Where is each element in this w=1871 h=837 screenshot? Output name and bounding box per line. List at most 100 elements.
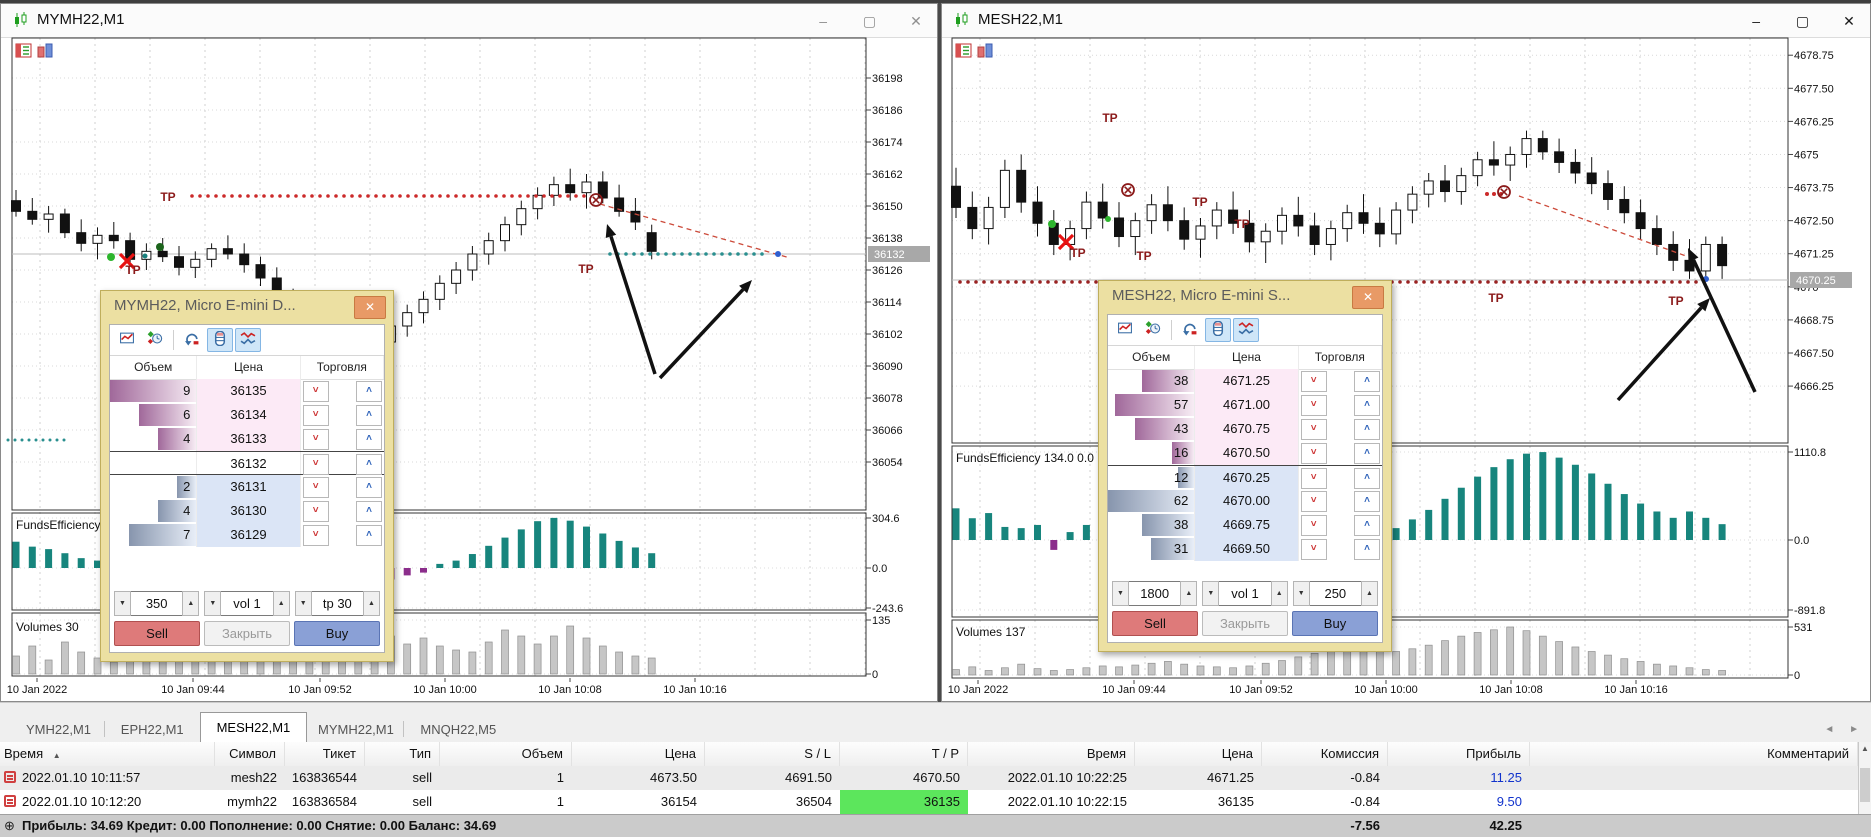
dom-price-cell[interactable]: 4671.25 <box>1195 369 1299 393</box>
buy-at-price-icon[interactable]: ˄ <box>1354 419 1380 440</box>
dom-price-cell[interactable]: 4670.25 <box>1195 466 1299 489</box>
tp-down-icon[interactable]: ▼ <box>1292 581 1310 606</box>
buy-at-price-icon[interactable]: ˄ <box>356 501 382 522</box>
tab-mesh22-m1[interactable]: MESH22,M1 <box>199 712 308 743</box>
dom-price-cell[interactable]: 36135 <box>197 379 301 403</box>
column-header[interactable]: Объем <box>440 742 572 766</box>
tp-down-icon[interactable]: ▼ <box>294 591 312 616</box>
sell-at-price-icon[interactable]: ˅ <box>1300 443 1327 464</box>
buy-at-price-icon[interactable]: ˄ <box>356 525 382 546</box>
buy-at-price-icon[interactable]: ˄ <box>356 405 382 426</box>
buy-button[interactable]: Buy <box>1292 611 1378 636</box>
column-header[interactable]: Цена <box>1135 742 1262 766</box>
close-button[interactable]: ✕ <box>1843 13 1855 29</box>
column-header[interactable]: Символ <box>215 742 285 766</box>
volume-input[interactable]: vol 1 <box>1219 581 1271 606</box>
dom-price-cell[interactable]: 36132 <box>197 452 301 474</box>
sell-at-price-icon[interactable]: ˅ <box>1300 395 1327 416</box>
quotes-chart-icon[interactable] <box>1112 318 1138 342</box>
dom-price-cell[interactable]: 36129 <box>197 523 301 547</box>
buy-at-price-icon[interactable]: ˄ <box>356 429 382 450</box>
close-icon[interactable]: ✕ <box>1352 286 1384 309</box>
buy-at-price-icon[interactable]: ˄ <box>1354 468 1380 489</box>
close-icon[interactable]: ✕ <box>354 296 386 319</box>
sell-at-price-icon[interactable]: ˅ <box>302 477 329 498</box>
column-header[interactable]: Тип <box>365 742 440 766</box>
column-header[interactable]: Тикет <box>285 742 365 766</box>
column-header[interactable]: Комиссия <box>1262 742 1388 766</box>
dom-price-cell[interactable]: 4671.00 <box>1195 393 1299 417</box>
buy-at-price-icon[interactable]: ˄ <box>356 381 382 402</box>
scrollbar-thumb[interactable] <box>1860 768 1870 802</box>
dom-icon[interactable] <box>1205 318 1231 342</box>
sell-at-price-icon[interactable]: ˅ <box>1300 419 1327 440</box>
close-position-button[interactable]: Закрыть <box>204 621 290 646</box>
tp-up-icon[interactable]: ▲ <box>362 591 380 616</box>
undo-icon[interactable] <box>179 328 205 352</box>
scroll-up-icon[interactable]: ▲ <box>1861 744 1869 753</box>
sell-at-price-icon[interactable]: ˅ <box>1300 468 1327 489</box>
sell-button[interactable]: Sell <box>114 621 200 646</box>
tab-eph22-m1[interactable]: EPH22,M1 <box>120 722 184 737</box>
buy-at-price-icon[interactable]: ˄ <box>1354 491 1380 512</box>
vol-up-icon[interactable]: ▲ <box>1270 581 1288 606</box>
ticks-chart-icon[interactable] <box>235 328 261 352</box>
quotes-chart-icon[interactable] <box>114 328 140 352</box>
sl-up-icon[interactable]: ▲ <box>1180 581 1198 606</box>
column-header[interactable]: S / L <box>705 742 840 766</box>
table-scrollbar[interactable]: ▲ <box>1858 742 1871 837</box>
sl-input[interactable]: 1800 <box>1129 581 1181 606</box>
dom-price-cell[interactable]: 4670.75 <box>1195 417 1299 441</box>
ticks-chart-icon[interactable] <box>1233 318 1259 342</box>
column-header[interactable]: Прибыль <box>1388 742 1530 766</box>
column-header[interactable]: T / P <box>840 742 968 766</box>
history-row[interactable]: 2022.01.10 10:12:20 mymh22 163836584 sell 1 3… <box>0 790 1858 814</box>
sell-at-price-icon[interactable]: ˅ <box>302 405 329 426</box>
time-orders-icon[interactable] <box>1140 318 1166 342</box>
buy-at-price-icon[interactable]: ˄ <box>356 454 382 475</box>
tab-mymh22-m1[interactable]: MYMH22,M1 <box>318 722 394 737</box>
charts-canvas[interactable]: 36198 36186 36174 36162 36150 36138 36126 36114… <box>0 36 1871 702</box>
dom-price-cell[interactable]: 4669.75 <box>1195 513 1299 537</box>
sell-at-price-icon[interactable]: ˅ <box>1300 515 1327 536</box>
buy-at-price-icon[interactable]: ˄ <box>1354 371 1380 392</box>
buy-at-price-icon[interactable]: ˄ <box>356 477 382 498</box>
tp-input[interactable]: 250 <box>1309 581 1361 606</box>
dom-price-cell[interactable]: 4670.50 <box>1195 441 1299 465</box>
tab-mnqh22-m5[interactable]: MNQH22,M5 <box>420 722 497 737</box>
sell-at-price-icon[interactable]: ˅ <box>302 429 329 450</box>
dom-price-cell[interactable]: 36134 <box>197 403 301 427</box>
sell-at-price-icon[interactable]: ˅ <box>1300 539 1327 560</box>
close-position-button[interactable]: Закрыть <box>1202 611 1288 636</box>
buy-at-price-icon[interactable]: ˄ <box>1354 515 1380 536</box>
column-header[interactable]: Комментарий <box>1530 742 1858 766</box>
maximize-button[interactable]: ▢ <box>1795 13 1810 29</box>
tab-scroll-arrows[interactable]: ◄ ► <box>1824 724 1865 735</box>
close-button[interactable]: ✕ <box>910 13 922 29</box>
minimize-button[interactable]: – <box>1752 13 1760 29</box>
dom-price-cell[interactable]: 36133 <box>197 427 301 451</box>
buy-at-price-icon[interactable]: ˄ <box>1354 443 1380 464</box>
vol-down-icon[interactable]: ▼ <box>1202 581 1220 606</box>
sell-button[interactable]: Sell <box>1112 611 1198 636</box>
dom-price-cell[interactable]: 36130 <box>197 499 301 523</box>
sell-at-price-icon[interactable]: ˅ <box>1300 491 1327 512</box>
sl-down-icon[interactable]: ▼ <box>1112 581 1129 606</box>
volume-input[interactable]: vol 1 <box>221 591 273 616</box>
column-header[interactable]: Цена <box>572 742 705 766</box>
history-row[interactable]: 2022.01.10 10:11:57 mesh22 163836544 sell 1 4… <box>0 766 1858 790</box>
dom-price-cell[interactable]: 36131 <box>197 475 301 499</box>
tab-ymh22-m1[interactable]: YMH22,M1 <box>26 722 92 737</box>
buy-at-price-icon[interactable]: ˄ <box>1354 395 1380 416</box>
undo-icon[interactable] <box>1177 318 1203 342</box>
maximize-button[interactable]: ▢ <box>862 13 877 29</box>
vol-up-icon[interactable]: ▲ <box>272 591 290 616</box>
sl-input[interactable]: 350 <box>131 591 183 616</box>
column-header[interactable]: Время <box>968 742 1135 766</box>
sl-down-icon[interactable]: ▼ <box>114 591 131 616</box>
buy-at-price-icon[interactable]: ˄ <box>1354 539 1380 560</box>
dom-price-cell[interactable]: 4670.00 <box>1195 489 1299 513</box>
minimize-button[interactable]: – <box>819 13 827 29</box>
sell-at-price-icon[interactable]: ˅ <box>1300 371 1327 392</box>
buy-button[interactable]: Buy <box>294 621 380 646</box>
